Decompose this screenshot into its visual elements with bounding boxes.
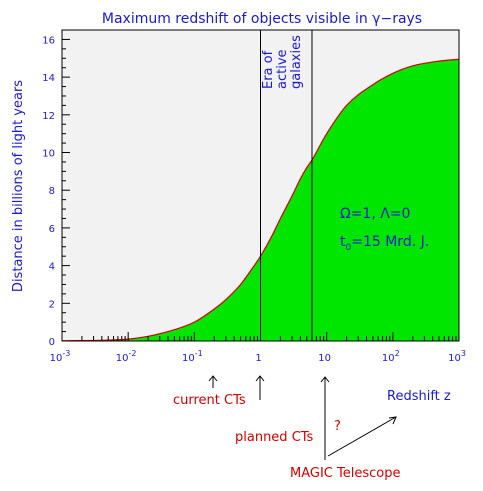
x-tick-label: 10-2 — [116, 349, 137, 364]
y-tick-label: 0 — [49, 337, 55, 348]
x-tick-label: 10-1 — [182, 349, 203, 364]
current-cts-arrow — [208, 375, 218, 388]
y-tick-label: 6 — [49, 224, 55, 235]
magic-telescope-label: MAGIC Telescope — [290, 466, 400, 481]
y-tick-label: 10 — [42, 149, 55, 160]
planned-cts-label: planned CTs — [235, 430, 314, 445]
t0-annotation: t0=15 Mrd. J. — [340, 234, 429, 253]
era-label-line2: active — [275, 49, 290, 89]
era-label-line1: Era of — [261, 50, 276, 89]
redshift-z-label: Redshift z — [387, 389, 451, 404]
redshift-arrow — [327, 416, 397, 457]
era-label-line3: galaxies — [289, 35, 304, 89]
y-axis-label: Distance in billions of light years — [11, 80, 26, 292]
question-mark: ? — [334, 419, 341, 434]
x-tick-label: 10-3 — [50, 349, 71, 364]
omega-lambda-annotation: Ω=1, Λ=0 — [340, 206, 410, 222]
y-tick-label: 8 — [49, 186, 55, 197]
x-tick-label: 103 — [448, 349, 466, 364]
x-tick-label: 1 — [255, 353, 261, 364]
planned-cts-arrow — [255, 375, 265, 400]
chart-title: Maximum redshift of objects visible in γ… — [102, 11, 422, 27]
x-tick-label: 102 — [382, 349, 400, 364]
distance-area-fill — [62, 59, 459, 341]
y-tick-label: 2 — [49, 299, 55, 310]
x-tick-label: 10 — [318, 353, 331, 364]
magic-arrow — [320, 376, 330, 460]
y-tick-label: 16 — [42, 35, 55, 46]
y-tick-label: 12 — [42, 111, 55, 122]
current-cts-label: current CTs — [173, 393, 246, 408]
y-tick-label: 14 — [42, 73, 55, 84]
y-tick-label: 4 — [49, 262, 55, 273]
distance-curve — [61, 58, 460, 342]
